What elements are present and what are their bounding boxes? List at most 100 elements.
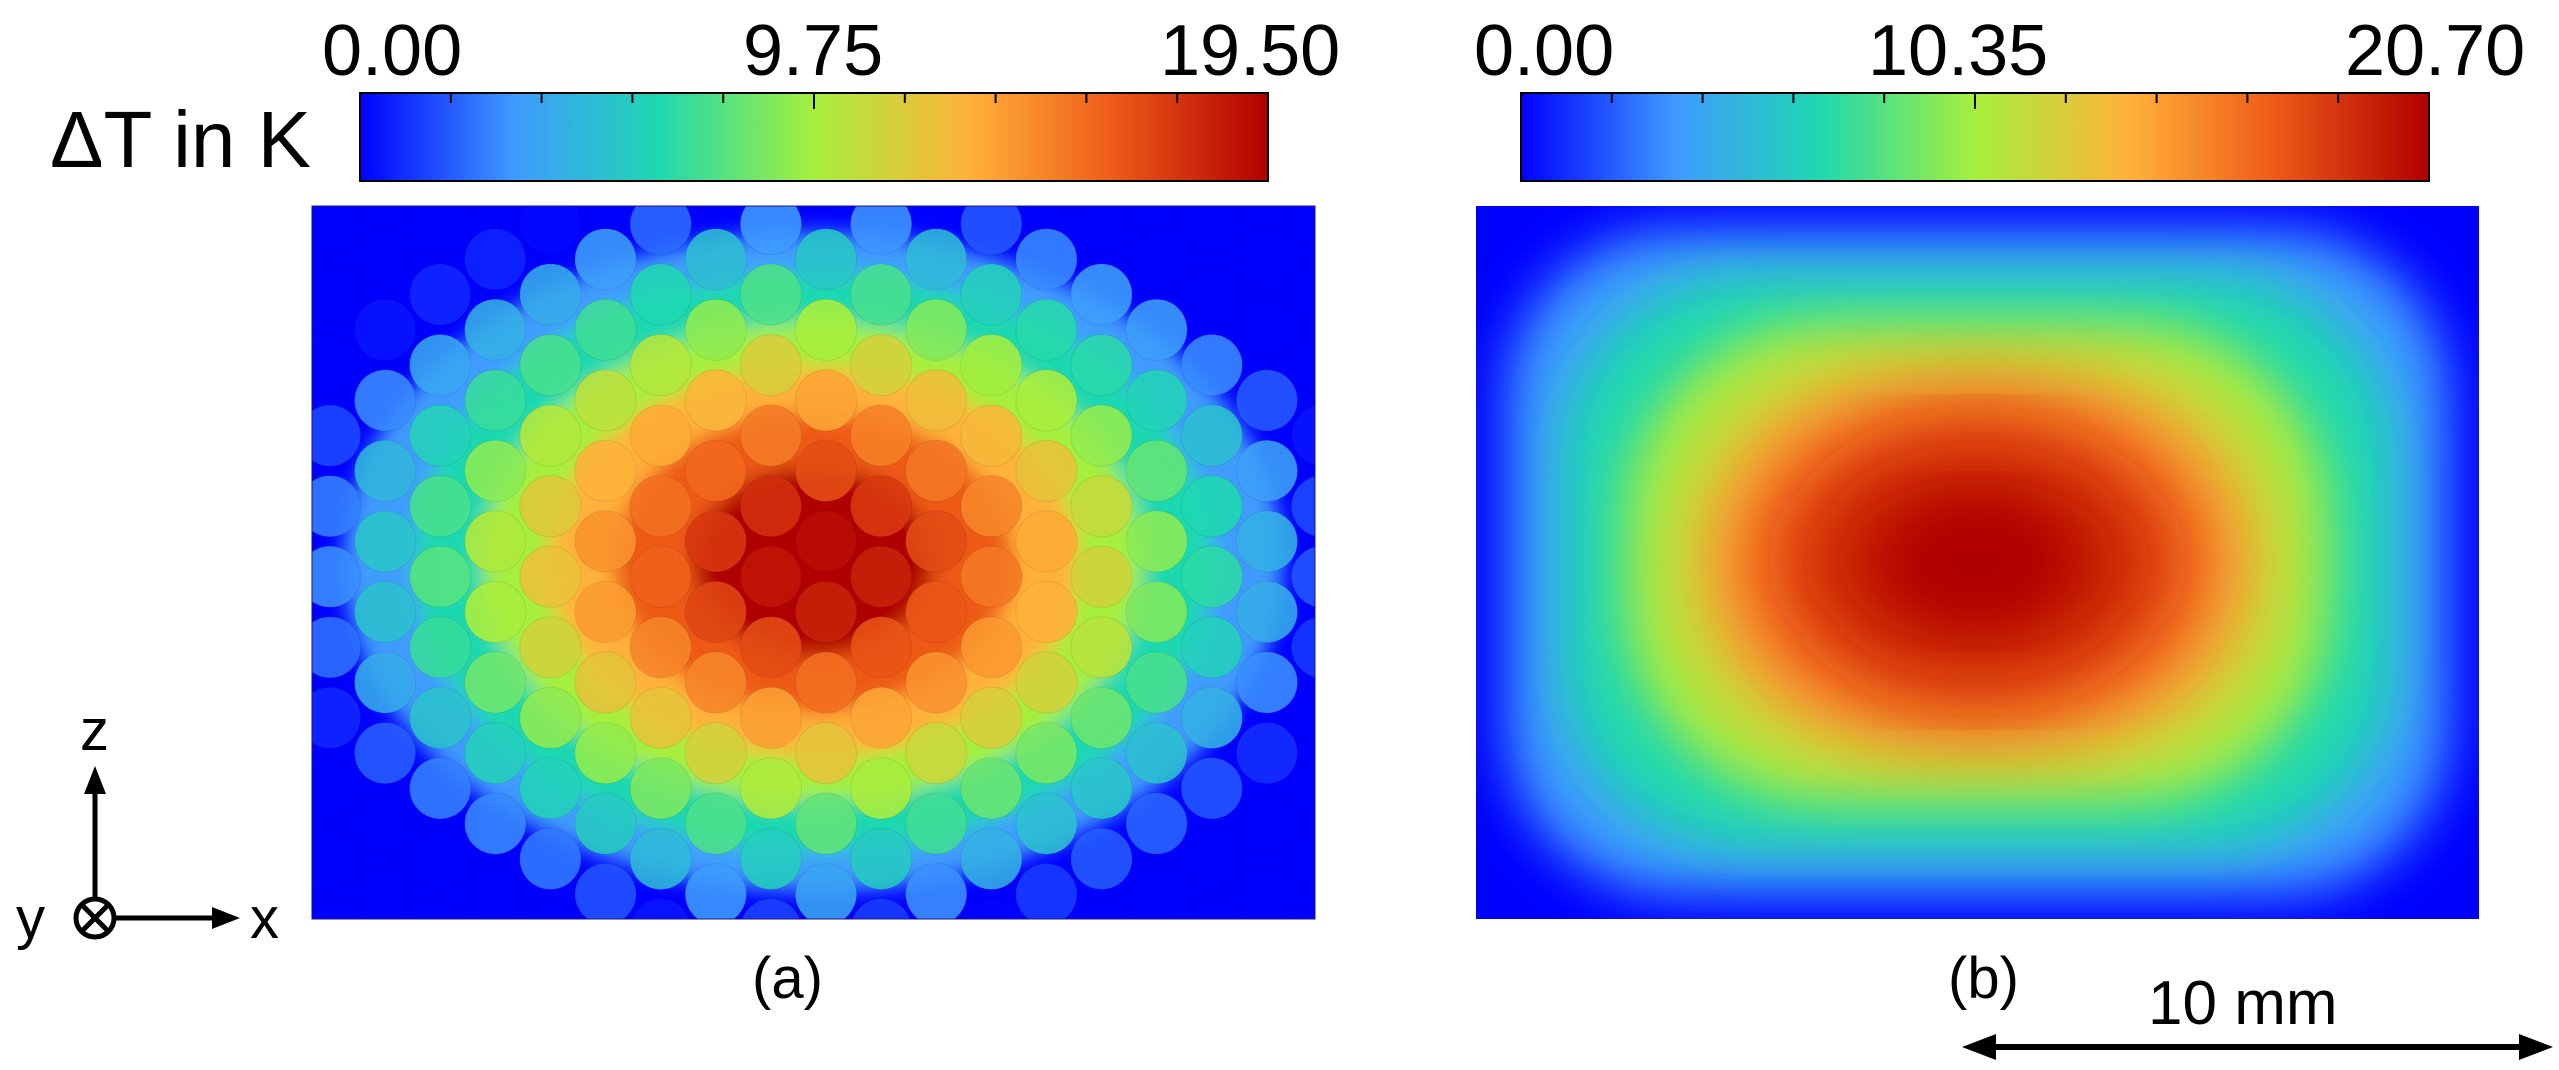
particle-circle <box>1347 864 1408 925</box>
particle-circle <box>1402 405 1463 466</box>
particle-circle <box>1402 899 1463 960</box>
particle-circle <box>960 263 1023 326</box>
particle-circle <box>354 298 417 361</box>
particle-circle <box>1402 687 1463 748</box>
particle-circle <box>739 206 802 256</box>
particle-circle <box>850 334 913 397</box>
particle-circle <box>1070 827 1133 891</box>
particle-circle <box>684 863 747 919</box>
scale-bar: 10 mm <box>1962 969 2553 1060</box>
particle-circle <box>1015 792 1078 855</box>
particle-circle <box>574 369 637 432</box>
particle-circle <box>1015 439 1078 502</box>
particle-circle <box>519 404 582 467</box>
particle-circle <box>739 334 803 397</box>
particle-circle <box>1235 228 1299 291</box>
particle-circle <box>850 616 913 679</box>
particle-circle <box>354 863 417 919</box>
particle-circle <box>905 722 968 785</box>
particle-circle <box>464 651 527 714</box>
particle-circle <box>960 404 1023 467</box>
particle-circle <box>794 298 858 361</box>
particle-circle <box>629 206 692 256</box>
particle-circle <box>464 580 527 644</box>
particle-circle <box>1070 686 1133 749</box>
particle-circle <box>519 263 582 326</box>
particle-circle <box>629 757 692 820</box>
particle-circle <box>1125 651 1188 714</box>
particle-circle <box>794 792 858 855</box>
particle-circle <box>1180 263 1243 326</box>
particle-circle <box>409 263 472 326</box>
particle-circle <box>629 686 692 749</box>
particle-circle <box>850 545 913 608</box>
colorbar-a: 0.00 9.75 19.50 <box>322 11 1340 182</box>
particle-circle <box>684 722 747 785</box>
particle-circle <box>629 827 692 891</box>
particle-circle <box>1347 229 1408 290</box>
particle-circle <box>1347 370 1408 431</box>
particle-circle <box>1402 193 1463 254</box>
particle-circle <box>905 580 968 644</box>
particle-circle <box>574 580 637 644</box>
particle-circle <box>960 206 1023 256</box>
particle-circle <box>629 475 692 538</box>
particle-circle <box>409 334 472 397</box>
particle-circle <box>312 334 362 397</box>
axis-x-label: x <box>250 886 279 951</box>
particle-circle <box>1070 616 1133 679</box>
particle-circle <box>574 722 637 785</box>
heatmap-panel-b <box>1476 206 2479 919</box>
particle-circle <box>1347 581 1408 642</box>
panel-a-label: (a) <box>752 946 823 1011</box>
particle-circle <box>189 264 250 325</box>
particle-circle <box>1180 475 1243 538</box>
particle-circle <box>574 439 637 502</box>
particle-circle <box>1290 687 1315 749</box>
particle-circle <box>1290 264 1315 325</box>
particle-circle <box>464 722 527 785</box>
particle-circle <box>464 228 527 291</box>
particle-circle <box>850 757 913 820</box>
particle-circle <box>1125 722 1188 785</box>
particle-circle <box>574 228 637 291</box>
particle-circle <box>960 545 1023 608</box>
particle-circle <box>1072 898 1131 919</box>
particle-circle <box>1235 722 1299 785</box>
particle-circle <box>519 757 582 820</box>
particle-circle <box>1125 369 1188 432</box>
particle-circle <box>739 404 803 467</box>
panel-b-label: (b) <box>1948 946 2019 1011</box>
particle-circle <box>1070 206 1133 256</box>
particle-circle <box>521 898 580 919</box>
particle-circle <box>1015 863 1078 919</box>
particle-circle <box>1180 757 1243 820</box>
particle-circle <box>794 510 858 573</box>
particle-circle <box>1402 828 1463 889</box>
heatmap-panel-a <box>189 193 1463 960</box>
particle-circle <box>1290 617 1315 678</box>
particle-circle <box>312 898 360 919</box>
particle-circle <box>1347 511 1408 572</box>
particle-circle <box>1125 228 1188 291</box>
particle-circle <box>684 439 747 502</box>
particle-circle <box>354 228 417 291</box>
particle-circle <box>739 475 803 538</box>
particle-circle <box>519 616 582 679</box>
particle-circle <box>354 792 417 855</box>
particle-circle <box>354 722 417 785</box>
particle-circle <box>1402 617 1463 678</box>
particle-circle <box>409 686 472 749</box>
particle-circle <box>1070 404 1133 467</box>
particle-circle <box>1180 616 1243 679</box>
particle-circle <box>794 863 858 919</box>
particle-circle <box>905 439 968 502</box>
particle-circle <box>794 439 858 502</box>
particle-circle <box>1125 792 1188 855</box>
particle-circle <box>244 229 305 290</box>
particle-circle <box>244 299 305 360</box>
particle-circle <box>574 792 637 855</box>
particle-circle <box>960 686 1023 749</box>
particle-circle <box>354 651 417 714</box>
particle-circle <box>1125 439 1188 502</box>
